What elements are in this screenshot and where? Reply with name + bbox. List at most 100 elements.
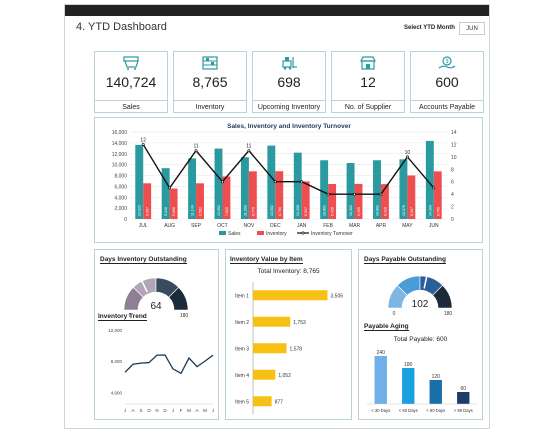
- kpi-sales: 140,724 Sales: [94, 51, 168, 113]
- sales-bar: [161, 168, 170, 219]
- inventory-bar: [380, 184, 389, 219]
- warehouse-shelf-icon: [174, 56, 246, 70]
- x-tick-label: N: [155, 408, 158, 413]
- inventory-bar: [433, 171, 442, 219]
- gauge-value-label: 64: [150, 301, 162, 312]
- inventory-data-label: 8,007: [410, 207, 414, 216]
- aging-bar: [457, 392, 470, 404]
- x-tick-label: J: [124, 408, 126, 413]
- inventory-data-label: 7,820: [225, 207, 229, 216]
- turnover-point: [194, 149, 198, 153]
- gauge-min-label: 0: [129, 313, 132, 319]
- inventory-data-label: 6,455: [357, 207, 361, 216]
- sales-data-label: 9,346: [164, 207, 168, 216]
- month-select[interactable]: JUN: [459, 22, 485, 35]
- y-right-tick-label: 4: [451, 192, 454, 198]
- turnover-point: [326, 192, 330, 196]
- turnover-point: [405, 155, 409, 159]
- inventory-bar: [275, 171, 284, 219]
- inventory-bar: [222, 176, 231, 219]
- inventory-data-label: 6,917: [304, 207, 308, 216]
- x-tick-label: DEC: [270, 223, 281, 229]
- shop-cart-icon: [95, 56, 167, 70]
- x-tick-label: M: [187, 408, 191, 413]
- dio-panel: Days Inventory Outstanding 64 0 180 Invent…: [94, 249, 219, 420]
- y-left-tick-label: 14,000: [112, 141, 128, 147]
- item-bar: [253, 369, 276, 380]
- x-tick-label: F: [180, 408, 183, 413]
- turnover-data-label: 11: [246, 144, 251, 150]
- payable-aging-title: Payable Aging: [364, 323, 409, 331]
- gauge-segment: [168, 286, 189, 311]
- turnover-data-label: 10: [405, 150, 411, 156]
- x-tick-label: MAR: [349, 223, 361, 229]
- kpi-accounts-payable: $ 600 Accounts Payable: [410, 51, 484, 113]
- sales-bar: [293, 152, 302, 219]
- sales-bar: [399, 159, 408, 219]
- gauge-value-label: 102: [412, 299, 429, 310]
- dio-gauge: 64 0 180: [123, 277, 189, 319]
- kpi-label: Inventory: [174, 100, 246, 114]
- x-tick-label: D: [163, 408, 167, 413]
- sales-data-label: 13,622: [138, 205, 142, 216]
- kpi-upcoming-inventory: 698 Upcoming Inventory: [252, 51, 326, 113]
- inventory-bar: [248, 171, 257, 219]
- money-hand-icon: $: [411, 56, 483, 70]
- payable-total-label: Total Payable: 600: [393, 336, 448, 343]
- sales-bar: [188, 158, 197, 219]
- aging-category-label: < 60 Days: [399, 408, 418, 413]
- turnover-point: [300, 180, 304, 184]
- y-left-tick-label: 0: [124, 217, 127, 223]
- inventory-trend-line: [124, 354, 214, 375]
- kpi-value: 12: [360, 74, 376, 90]
- x-tick-label: APR: [376, 223, 387, 229]
- x-tick-label: OCT: [217, 223, 228, 229]
- item-bar: [253, 290, 328, 301]
- gauge-max-label: 180: [180, 313, 189, 319]
- aging-bar: [374, 356, 387, 404]
- kpi-value: 600: [435, 74, 459, 90]
- gauge-needle: [141, 280, 148, 293]
- payable-aging-chart: 240 < 30 Days 180 < 60 Days 120 < 90 Days 60 > …: [367, 350, 477, 413]
- inventory-trend-title: Inventory Trend: [98, 313, 147, 321]
- chart-title: Sales, Inventory and Inventory Turnover: [227, 123, 351, 130]
- y-right-tick-label: 10: [451, 155, 457, 161]
- inventory-data-label: 6,567: [146, 207, 150, 216]
- item-bar: [253, 396, 272, 407]
- forklift-icon: [253, 56, 325, 70]
- month-select-label: Select YTD Month: [404, 25, 455, 31]
- kpi-value: 140,724: [105, 74, 157, 90]
- sales-data-label: 10,801: [323, 205, 327, 216]
- aging-data-label: 60: [460, 386, 466, 392]
- turnover-point: [353, 192, 356, 196]
- dpo-gauge: 102 0 180: [387, 275, 452, 317]
- kpi-label: No. of Supplier: [332, 100, 404, 114]
- x-tick-label: MAY: [402, 223, 413, 229]
- y-right-tick-label: 6: [451, 180, 454, 186]
- y-right-tick-label: 12: [451, 142, 457, 148]
- turnover-point: [432, 186, 436, 190]
- inventory-data-label: 5,606: [172, 207, 176, 216]
- sales-bar: [425, 140, 434, 219]
- y-left-tick-label: 6,000: [114, 184, 127, 190]
- sales-data-label: 10,976: [402, 205, 406, 216]
- aging-category-label: > 90 Days: [454, 408, 473, 413]
- y-right-tick-label: 0: [451, 217, 454, 223]
- turnover-line: [142, 144, 435, 195]
- sales-bar: [214, 148, 223, 219]
- inventory-bar: [301, 181, 310, 219]
- item-label: Item 4: [235, 373, 249, 379]
- dpo-title: Days Payable Outstanding: [364, 256, 446, 264]
- item-data-label: 877: [275, 399, 284, 405]
- sales-data-label: 10,302: [349, 205, 353, 216]
- x-tick-label: AUG: [164, 223, 175, 229]
- legend-inventory-swatch: [257, 231, 264, 235]
- y-left-tick-label: 4,000: [114, 195, 127, 201]
- y-tick-label: 12,000: [108, 328, 122, 333]
- x-tick-label: M: [203, 408, 207, 413]
- sales-data-label: 11,149: [191, 205, 195, 216]
- inventory-bar: [143, 183, 152, 219]
- gauge-needle: [423, 276, 428, 289]
- item-label: Item 1: [235, 293, 249, 299]
